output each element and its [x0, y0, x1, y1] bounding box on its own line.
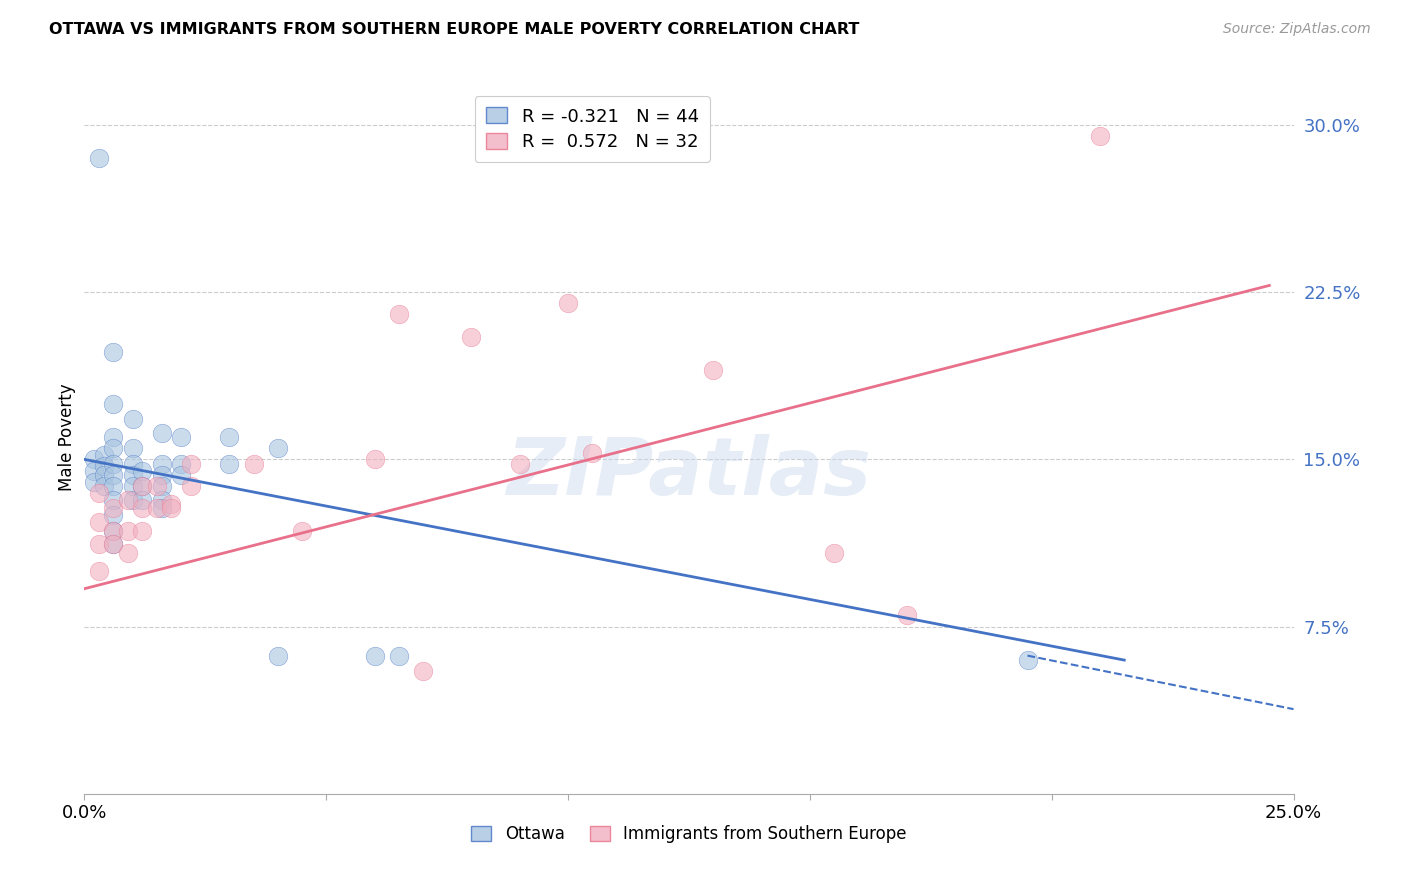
Point [103, 524, 125, 538]
Point [581, 446, 603, 460]
Text: Source: ZipAtlas.com: Source: ZipAtlas.com [1223, 22, 1371, 37]
Point [103, 537, 125, 551]
Text: ZIPatlas: ZIPatlas [506, 434, 872, 512]
Point [267, 442, 290, 455]
Point [180, 457, 202, 471]
Point [87, 564, 110, 578]
Y-axis label: Male Poverty: Male Poverty [58, 384, 76, 491]
Point [557, 296, 579, 310]
Point [896, 608, 918, 623]
Point [87, 485, 110, 500]
Point [131, 479, 153, 493]
Point [103, 467, 125, 482]
Point [388, 307, 411, 322]
Point [131, 464, 153, 478]
Point [83, 475, 105, 489]
Point [218, 457, 240, 471]
Point [103, 508, 125, 523]
Point [823, 546, 845, 560]
Point [170, 467, 193, 482]
Point [93, 479, 115, 493]
Point [267, 648, 290, 663]
Point [412, 664, 434, 679]
Point [121, 442, 143, 455]
Point [1088, 129, 1111, 144]
Point [146, 479, 169, 493]
Point [180, 479, 202, 493]
Point [87, 515, 110, 529]
Point [117, 492, 139, 507]
Point [131, 479, 153, 493]
Point [170, 457, 193, 471]
Point [160, 501, 183, 516]
Point [150, 467, 173, 482]
Point [460, 330, 482, 344]
Point [131, 501, 153, 516]
Point [170, 430, 193, 444]
Point [702, 363, 724, 377]
Point [291, 524, 314, 538]
Point [87, 537, 110, 551]
Point [131, 492, 153, 507]
Point [103, 396, 125, 410]
Point [1017, 653, 1039, 667]
Point [146, 501, 169, 516]
Point [150, 492, 173, 507]
Point [103, 501, 125, 516]
Point [388, 648, 411, 663]
Point [103, 345, 125, 359]
Point [103, 479, 125, 493]
Point [117, 524, 139, 538]
Point [83, 452, 105, 467]
Text: OTTAWA VS IMMIGRANTS FROM SOUTHERN EUROPE MALE POVERTY CORRELATION CHART: OTTAWA VS IMMIGRANTS FROM SOUTHERN EUROP… [49, 22, 859, 37]
Point [121, 492, 143, 507]
Point [121, 479, 143, 493]
Point [121, 467, 143, 482]
Point [121, 457, 143, 471]
Point [93, 458, 115, 473]
Point [103, 492, 125, 507]
Point [150, 425, 173, 440]
Point [103, 430, 125, 444]
Point [150, 501, 173, 516]
Point [363, 452, 385, 467]
Point [103, 442, 125, 455]
Point [103, 537, 125, 551]
Point [103, 524, 125, 538]
Point [363, 648, 385, 663]
Point [103, 457, 125, 471]
Point [218, 430, 240, 444]
Point [93, 467, 115, 482]
Legend: Ottawa, Immigrants from Southern Europe: Ottawa, Immigrants from Southern Europe [465, 819, 912, 850]
Point [93, 448, 115, 462]
Point [150, 457, 173, 471]
Point [242, 457, 264, 471]
Point [131, 524, 153, 538]
Point [150, 479, 173, 493]
Point [117, 546, 139, 560]
Point [83, 464, 105, 478]
Point [160, 497, 183, 511]
Point [87, 152, 110, 166]
Point [121, 412, 143, 426]
Point [509, 457, 531, 471]
